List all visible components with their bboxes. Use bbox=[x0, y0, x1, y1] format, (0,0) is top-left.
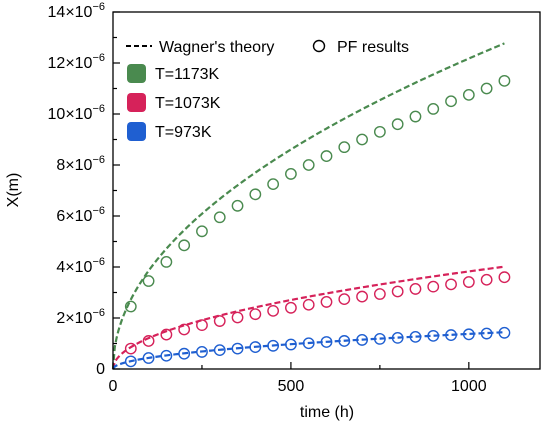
pf-point-T=1073K bbox=[338, 293, 351, 306]
legend-color-swatch bbox=[127, 93, 146, 112]
pf-point-T=1173K bbox=[124, 300, 137, 313]
pf-point-T=1173K bbox=[178, 239, 191, 252]
pf-point-T=1173K bbox=[320, 150, 333, 162]
pf-point-T=1173K bbox=[302, 159, 315, 171]
legend-theory-label: Wagner's theory bbox=[159, 39, 274, 56]
x-tick-label: 500 bbox=[278, 378, 305, 395]
legend-pf-label: PF results bbox=[337, 39, 409, 56]
pf-point-T=973K bbox=[178, 347, 191, 360]
pf-point-T=973K bbox=[142, 352, 155, 364]
x-tick-label: 0 bbox=[109, 378, 118, 395]
legend: Wagner's theory PF results T=1173K T=1073K T… bbox=[126, 39, 409, 141]
pf-point-T=973K bbox=[160, 349, 173, 362]
pf-point-T=1173K bbox=[409, 110, 422, 123]
pf-point-T=1073K bbox=[373, 288, 386, 300]
pf-point-T=1073K bbox=[249, 308, 262, 321]
pf-point-T=1073K bbox=[196, 319, 208, 332]
pf-point-T=1173K bbox=[196, 225, 208, 238]
pf-point-T=1173K bbox=[249, 188, 262, 201]
pf-point-T=973K bbox=[267, 339, 280, 352]
pf-point-T=973K bbox=[445, 329, 457, 341]
pf-point-T=1173K bbox=[391, 118, 404, 131]
pf-point-T=973K bbox=[196, 346, 208, 358]
y-tick-label: 6×10−6 bbox=[56, 205, 105, 225]
pf-point-T=1073K bbox=[356, 290, 368, 303]
y-tick-label: 4×10−6 bbox=[56, 256, 105, 276]
pf-point-T=1073K bbox=[142, 335, 155, 347]
pf-point-T=1073K bbox=[267, 304, 280, 317]
pf-point-T=973K bbox=[338, 335, 351, 347]
pf-point-T=1173K bbox=[285, 168, 297, 180]
y-tick-label: 10×10−6 bbox=[48, 103, 105, 123]
legend-series-label: T=973K bbox=[155, 124, 212, 141]
legend-circle-swatch bbox=[312, 39, 326, 53]
pf-point-T=973K bbox=[124, 355, 137, 368]
pf-point-T=973K bbox=[213, 344, 226, 357]
pf-point-T=973K bbox=[320, 336, 333, 348]
pf-point-T=973K bbox=[462, 328, 475, 341]
pf-point-T=973K bbox=[391, 331, 404, 344]
pf-point-T=973K bbox=[480, 327, 493, 340]
x-tick-label: 1000 bbox=[451, 378, 487, 395]
axis-ticks: 0 500 1000 0 2×10−6 4×10−6 6×10−6 8×10−6 10×10−6… bbox=[48, 1, 487, 395]
y-axis-label: X(m) bbox=[5, 173, 22, 208]
legend-series-label: T=1173K bbox=[155, 66, 220, 83]
pf-point-T=1173K bbox=[445, 95, 457, 108]
pf-point-T=1073K bbox=[231, 311, 244, 324]
y-tick-label: 2×10−6 bbox=[56, 307, 105, 327]
pf-point-T=1073K bbox=[480, 273, 493, 286]
pf-point-T=1173K bbox=[338, 141, 351, 154]
pf-point-T=973K bbox=[285, 338, 297, 351]
pf-point-T=1173K bbox=[462, 88, 475, 101]
theory-curve-T=1073K bbox=[111, 265, 505, 370]
pf-point-T=973K bbox=[231, 342, 244, 355]
y-tick-label: 0 bbox=[96, 361, 105, 378]
pf-point-T=1073K bbox=[409, 283, 422, 295]
x-axis-label: time (h) bbox=[300, 404, 354, 421]
pf-point-T=1073K bbox=[445, 278, 457, 291]
pf-point-T=1073K bbox=[462, 276, 475, 288]
pf-point-T=1073K bbox=[285, 301, 297, 314]
legend-series-label: T=1073K bbox=[155, 95, 221, 112]
pf-point-T=973K bbox=[302, 337, 315, 350]
pf-point-T=1173K bbox=[427, 103, 440, 115]
pf-point-T=973K bbox=[249, 341, 262, 353]
pf-point-T=973K bbox=[409, 330, 422, 343]
pf-point-T=1073K bbox=[498, 271, 511, 284]
pf-point-T=1073K bbox=[302, 298, 315, 311]
pf-point-T=1173K bbox=[480, 82, 493, 95]
pf-point-T=973K bbox=[498, 326, 511, 339]
pf-point-T=1073K bbox=[124, 342, 137, 355]
pf-point-T=1073K bbox=[160, 328, 173, 341]
pf-point-T=1173K bbox=[213, 211, 226, 224]
pf-point-T=1073K bbox=[320, 296, 333, 308]
plot-marks bbox=[111, 42, 511, 370]
pf-point-T=1173K bbox=[373, 125, 386, 138]
theory-curve-T=973K bbox=[112, 331, 505, 370]
pf-point-T=1073K bbox=[178, 323, 191, 336]
pf-point-T=973K bbox=[427, 329, 440, 342]
legend-color-swatch bbox=[127, 64, 146, 83]
pf-point-T=973K bbox=[356, 334, 368, 346]
pf-point-T=1073K bbox=[427, 280, 440, 293]
pf-point-T=1173K bbox=[231, 199, 244, 212]
y-tick-label: 12×10−6 bbox=[48, 52, 105, 72]
legend-color-swatch bbox=[127, 122, 146, 141]
pf-point-T=1173K bbox=[498, 74, 511, 87]
pf-point-T=1073K bbox=[391, 285, 404, 298]
pf-point-T=973K bbox=[373, 333, 386, 345]
pf-point-T=1173K bbox=[142, 275, 155, 287]
y-tick-label: 8×10−6 bbox=[56, 154, 105, 174]
pf-point-T=1073K bbox=[213, 315, 226, 327]
pf-point-T=1173K bbox=[267, 178, 280, 191]
pf-point-T=1173K bbox=[356, 133, 368, 146]
theory-curve-T=1173K bbox=[111, 42, 505, 370]
pf-point-T=1173K bbox=[160, 255, 173, 268]
y-tick-label: 14×10−6 bbox=[48, 1, 105, 21]
